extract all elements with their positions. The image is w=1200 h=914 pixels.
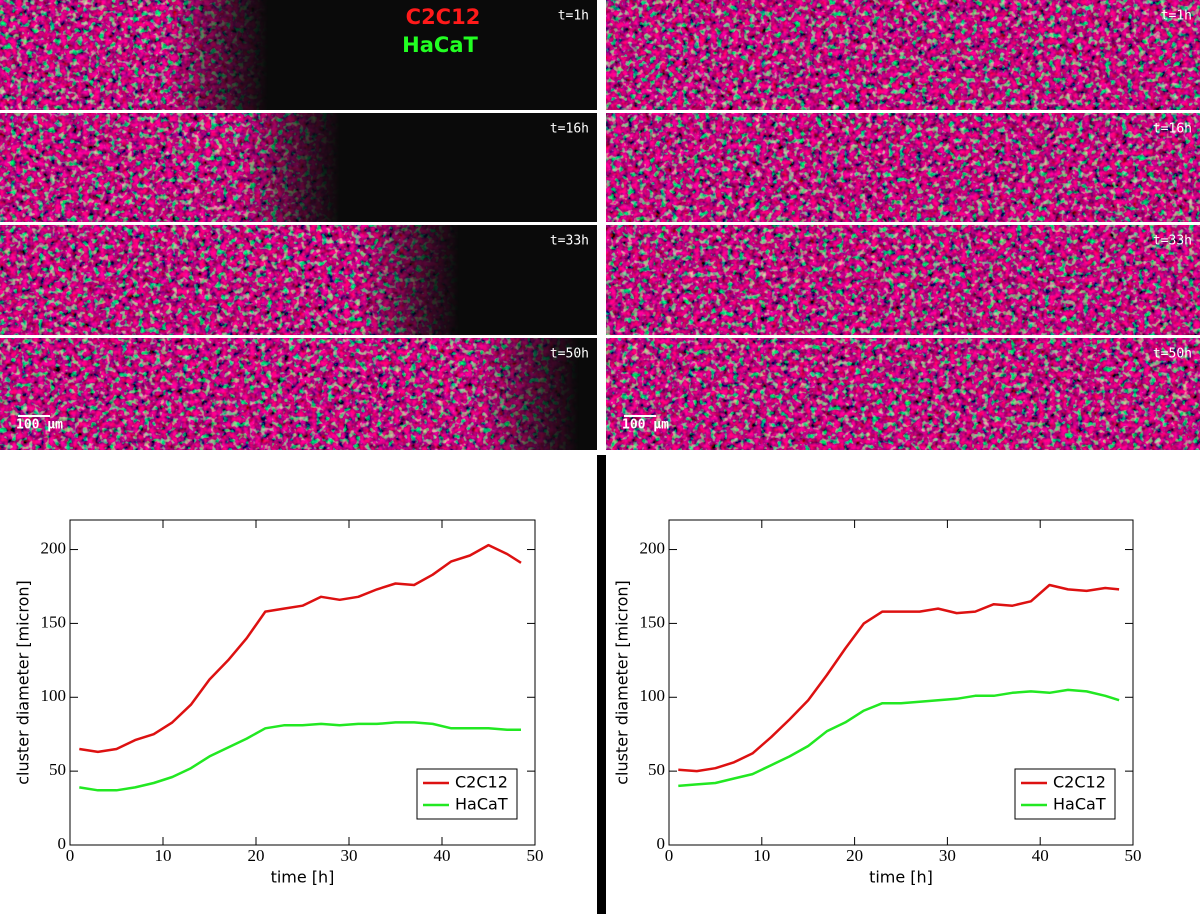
x-axis-label: time [h]	[271, 868, 335, 887]
y-tick-label: 150	[41, 612, 67, 631]
scale-bar-label: 100 µm	[16, 418, 63, 433]
y-tick-label: 200	[640, 538, 666, 557]
x-tick-label: 10	[753, 846, 770, 865]
micrograph	[606, 225, 1200, 335]
y-axis-label: cluster diameter [micron]	[613, 580, 632, 785]
time-label: t=33h	[1153, 234, 1192, 249]
micrograph	[0, 225, 597, 335]
x-tick-label: 40	[1032, 846, 1049, 865]
y-axis-label: cluster diameter [micron]	[14, 580, 33, 785]
legend-box	[1014, 768, 1116, 820]
y-tick-label: 50	[49, 760, 66, 779]
series-line	[79, 543, 522, 754]
y-tick-label: 0	[657, 834, 666, 853]
micrograph	[0, 338, 597, 450]
y-tick-label: 0	[58, 834, 67, 853]
x-tick-label: 50	[527, 846, 544, 865]
scale-bar-label: 100 µm	[622, 418, 669, 433]
legend-label: C2C12	[406, 5, 481, 29]
legend-label: C2C12	[1053, 773, 1106, 792]
micrograph	[0, 0, 597, 110]
time-label: t=1h	[558, 9, 589, 24]
plot-frame	[668, 519, 1134, 846]
y-tick-label: 200	[41, 538, 67, 557]
micrograph	[606, 0, 1200, 110]
legend-label: HaCaT	[402, 33, 478, 57]
micrograph	[606, 113, 1200, 222]
legend-label: C2C12	[455, 773, 508, 792]
x-tick-label: 20	[248, 846, 265, 865]
time-label: t=16h	[550, 122, 589, 137]
x-tick-label: 0	[66, 846, 75, 865]
x-tick-label: 20	[846, 846, 863, 865]
x-tick-label: 0	[665, 846, 674, 865]
x-tick-label: 30	[341, 846, 358, 865]
time-label: t=33h	[550, 234, 589, 249]
micrographs: t=1h t=16h t=33h t=50h 100 µm t=1h t=16h t=33h t…	[0, 0, 1200, 450]
series-line	[678, 583, 1120, 773]
legend-label: HaCaT	[1053, 795, 1106, 814]
y-tick-label: 150	[640, 612, 666, 631]
divider	[597, 455, 606, 914]
plot-frame	[69, 519, 536, 846]
time-label: t=50h	[1153, 347, 1192, 362]
series-line	[79, 721, 521, 792]
time-label: t=1h	[1161, 9, 1192, 24]
time-label: t=50h	[550, 347, 589, 362]
x-tick-label: 30	[939, 846, 956, 865]
legend-box	[416, 768, 518, 820]
time-label: t=16h	[1153, 122, 1192, 137]
y-tick-label: 50	[648, 760, 665, 779]
x-tick-label: 40	[434, 846, 451, 865]
series-line	[678, 688, 1120, 788]
x-tick-label: 10	[155, 846, 172, 865]
legend-label: HaCaT	[455, 795, 508, 814]
micrograph	[0, 113, 597, 222]
y-tick-label: 100	[640, 686, 666, 705]
micrograph	[606, 338, 1200, 450]
x-tick-label: 50	[1125, 846, 1142, 865]
y-tick-label: 100	[41, 686, 67, 705]
x-axis-label: time [h]	[869, 868, 933, 887]
